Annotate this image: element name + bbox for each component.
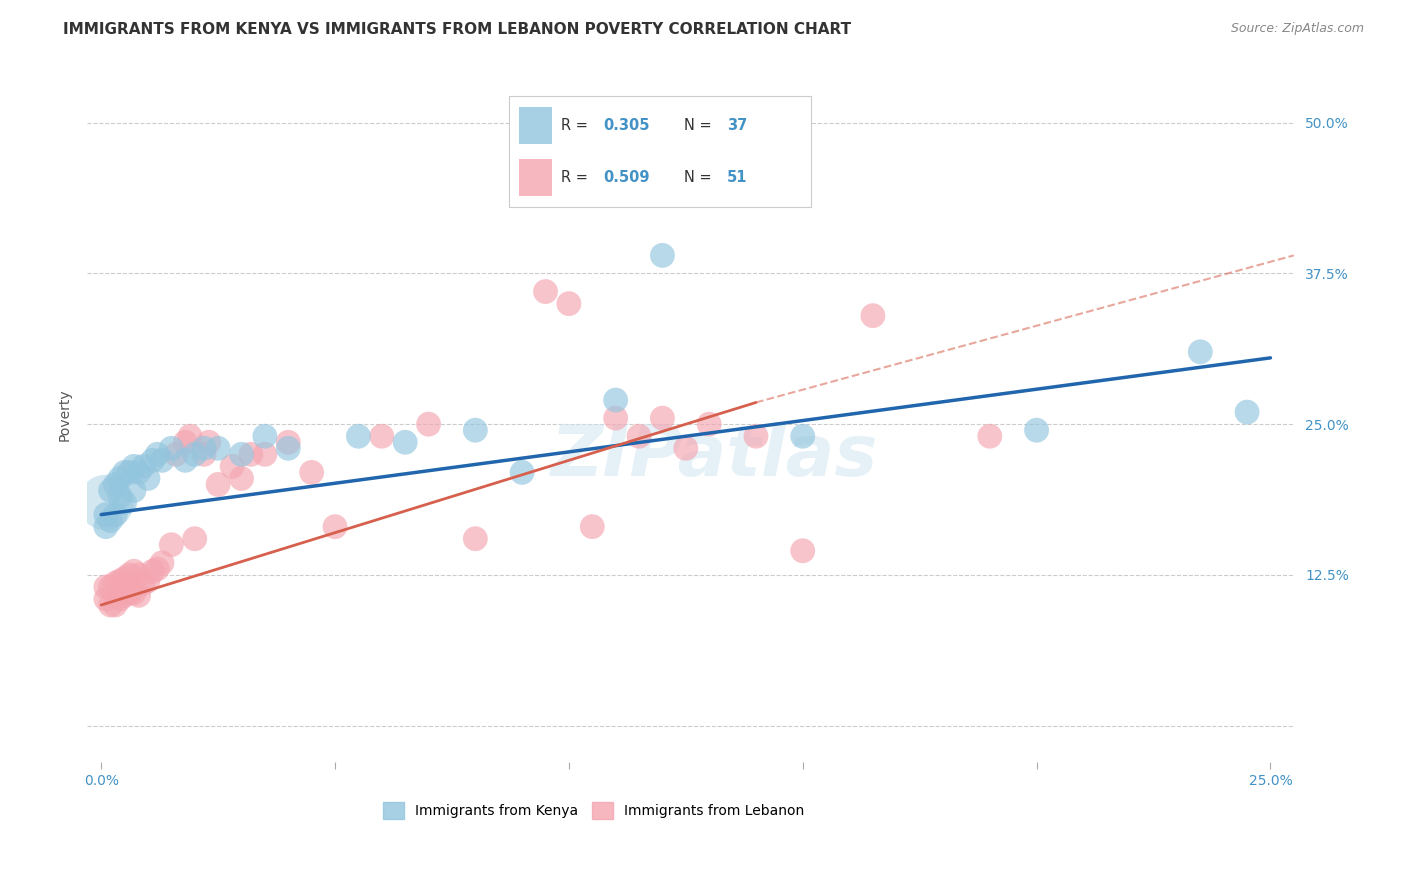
- Point: [100, 514, 122, 528]
- Point: [128, 466, 150, 480]
- Point: [114, 466, 136, 480]
- Point: [122, 564, 145, 578]
- Point: [651, 411, 673, 425]
- Point: [277, 435, 299, 450]
- Point: [197, 435, 219, 450]
- Point: [183, 447, 205, 461]
- Point: [651, 248, 673, 262]
- Point: [231, 447, 253, 461]
- Point: [94, 592, 117, 607]
- Point: [114, 588, 136, 602]
- Point: [128, 588, 150, 602]
- Point: [142, 453, 165, 467]
- Point: [323, 519, 346, 533]
- Point: [1236, 405, 1258, 419]
- Point: [118, 466, 141, 480]
- Point: [118, 586, 141, 600]
- Point: [100, 483, 122, 498]
- Point: [104, 477, 127, 491]
- Point: [697, 417, 720, 432]
- Point: [394, 435, 416, 450]
- Point: [165, 447, 187, 461]
- Point: [183, 532, 205, 546]
- Point: [136, 471, 159, 485]
- Point: [207, 477, 229, 491]
- Point: [142, 564, 165, 578]
- Legend: Immigrants from Kenya, Immigrants from Lebanon: Immigrants from Kenya, Immigrants from L…: [378, 796, 810, 824]
- Point: [132, 459, 155, 474]
- Point: [174, 453, 197, 467]
- Point: [146, 562, 169, 576]
- Point: [792, 543, 814, 558]
- Point: [534, 285, 557, 299]
- Point: [253, 447, 276, 461]
- Point: [174, 435, 197, 450]
- Point: [94, 495, 117, 509]
- Point: [104, 576, 127, 591]
- Point: [136, 574, 159, 588]
- Text: IMMIGRANTS FROM KENYA VS IMMIGRANTS FROM LEBANON POVERTY CORRELATION CHART: IMMIGRANTS FROM KENYA VS IMMIGRANTS FROM…: [63, 22, 852, 37]
- Point: [979, 429, 1001, 443]
- Point: [371, 429, 394, 443]
- Point: [100, 598, 122, 612]
- Point: [146, 447, 169, 461]
- Point: [628, 429, 651, 443]
- Point: [745, 429, 768, 443]
- Point: [114, 495, 136, 509]
- Point: [193, 447, 215, 461]
- Point: [104, 508, 127, 522]
- Point: [100, 580, 122, 594]
- Point: [605, 392, 627, 407]
- Point: [108, 490, 131, 504]
- Point: [150, 453, 173, 467]
- Point: [94, 580, 117, 594]
- Point: [122, 586, 145, 600]
- Point: [108, 471, 131, 485]
- Point: [1189, 344, 1212, 359]
- Point: [207, 442, 229, 456]
- Point: [558, 296, 581, 310]
- Point: [94, 519, 117, 533]
- Point: [160, 538, 183, 552]
- Point: [118, 567, 141, 582]
- Point: [108, 574, 131, 588]
- Text: Source: ZipAtlas.com: Source: ZipAtlas.com: [1230, 22, 1364, 36]
- Point: [792, 429, 814, 443]
- Point: [239, 447, 262, 461]
- Point: [114, 572, 136, 586]
- Point: [108, 592, 131, 607]
- Point: [179, 429, 201, 443]
- Point: [104, 598, 127, 612]
- Point: [253, 429, 276, 443]
- Point: [1025, 423, 1047, 437]
- Point: [150, 556, 173, 570]
- Point: [862, 309, 884, 323]
- Point: [581, 519, 603, 533]
- Point: [347, 429, 370, 443]
- Point: [605, 411, 627, 425]
- Point: [122, 459, 145, 474]
- Point: [132, 576, 155, 591]
- Point: [301, 466, 323, 480]
- Y-axis label: Poverty: Poverty: [58, 389, 72, 442]
- Point: [231, 471, 253, 485]
- Point: [221, 459, 243, 474]
- Point: [464, 532, 486, 546]
- Point: [160, 442, 183, 456]
- Point: [128, 567, 150, 582]
- Point: [464, 423, 486, 437]
- Text: ZIPatlas: ZIPatlas: [551, 422, 879, 491]
- Point: [675, 442, 697, 456]
- Point: [193, 442, 215, 456]
- Point: [277, 442, 299, 456]
- Point: [418, 417, 440, 432]
- Point: [94, 508, 117, 522]
- Point: [122, 483, 145, 498]
- Point: [510, 466, 533, 480]
